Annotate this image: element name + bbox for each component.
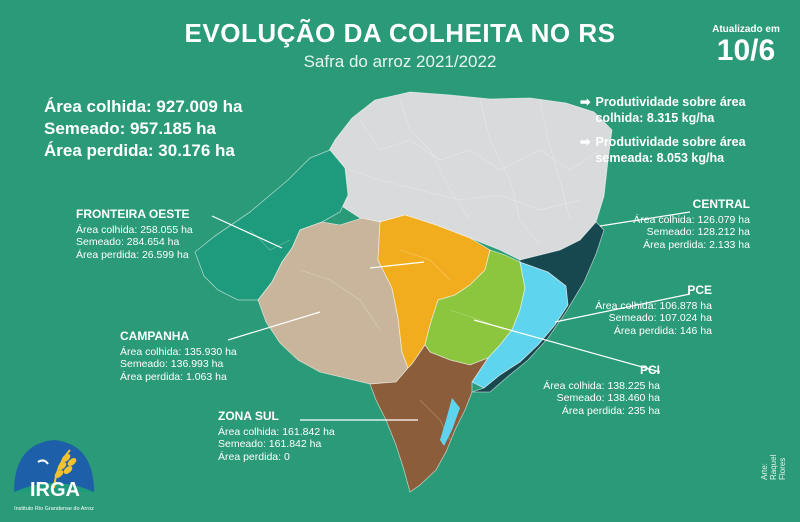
productivity-harvested-item: ➡ Produtividade sobre área colhida: 8.31… — [580, 94, 775, 126]
region-harvested: Área colhida: 161.842 ha — [218, 425, 335, 438]
updated-box: Atualizado em 10/6 — [706, 24, 786, 67]
lagoon — [440, 398, 460, 446]
leader-lines — [211, 211, 691, 421]
region-lost: Área perdida: 2.133 ha — [643, 238, 750, 251]
region-name: FRONTEIRA OESTE — [76, 207, 190, 221]
region-name: CENTRAL — [692, 197, 750, 211]
region-lost: Área perdida: 0 — [218, 450, 290, 463]
region-name: PCE — [687, 283, 712, 297]
total-sown: Semeado: 957.185 ha — [44, 119, 216, 138]
productivity-sown: Produtividade sobre área semeada: 8.053 … — [595, 135, 746, 165]
productivity-harvested: Produtividade sobre área colhida: 8.315 … — [595, 95, 746, 125]
region-lost: Área perdida: 26.599 ha — [76, 248, 189, 261]
region-label-zona-sul: ZONA SUL Área colhida: 161.842 ha Semead… — [218, 410, 335, 463]
region-sown: Semeado: 107.024 ha — [608, 312, 712, 324]
region-label-pce: PCE Área colhida: 106.878 ha Semeado: 10… — [570, 284, 712, 337]
logo-subtitle: Instituto Rio Grandense do Arroz — [14, 506, 94, 512]
map-region-litoral — [471, 221, 605, 393]
region-sown: Semeado: 138.460 ha — [556, 392, 660, 404]
region-name: ZONA SUL — [218, 409, 279, 423]
arrow-right-icon: ➡ — [580, 135, 591, 149]
region-name: CAMPANHA — [120, 329, 190, 343]
region-label-campanha: CAMPANHA Área colhida: 135.930 ha Semead… — [120, 330, 237, 383]
region-harvested: Área colhida: 138.225 ha — [543, 379, 660, 392]
region-label-central: CENTRAL Área colhida: 126.079 ha Semeado… — [600, 198, 750, 251]
productivity-sown-item: ➡ Produtividade sobre área semeada: 8.05… — [580, 134, 775, 166]
productivity-list: ➡ Produtividade sobre área colhida: 8.31… — [580, 94, 775, 174]
region-harvested: Área colhida: 258.055 ha — [76, 223, 193, 236]
region-sown: Semeado: 136.993 ha — [120, 358, 224, 370]
region-harvested: Área colhida: 106.878 ha — [595, 299, 712, 312]
total-harvested: Área colhida: 927.009 ha — [44, 97, 243, 116]
updated-date: 10/6 — [716, 34, 776, 67]
region-sown: Semeado: 284.654 ha — [76, 236, 180, 248]
page-subtitle: Safra do arroz 2021/2022 — [303, 52, 497, 71]
updated-label: Atualizado em — [712, 24, 780, 35]
region-lost: Área perdida: 1.063 ha — [120, 370, 227, 383]
page-title: EVOLUÇÃO DA COLHEITA NO RS — [184, 18, 616, 48]
credit: Arte: Raquel Flores — [760, 454, 787, 480]
rice-grain-logo-icon — [14, 440, 94, 492]
arrow-right-icon: ➡ — [580, 95, 591, 109]
region-name: PCI — [639, 363, 660, 377]
region-sown: Semeado: 161.842 ha — [218, 438, 322, 450]
region-lost: Área perdida: 235 ha — [561, 404, 660, 417]
logo-name: IRGA — [30, 479, 80, 501]
region-harvested: Área colhida: 135.930 ha — [120, 345, 237, 358]
region-harvested: Área colhida: 126.079 ha — [633, 213, 750, 226]
total-lost: Área perdida: 30.176 ha — [44, 141, 235, 160]
region-label-pci: PCI Área colhida: 138.225 ha Semeado: 13… — [516, 364, 660, 417]
map-region-zona-sul — [369, 344, 490, 493]
region-lost: Área perdida: 146 ha — [613, 324, 712, 337]
region-sown: Semeado: 128.212 ha — [646, 226, 750, 238]
region-label-fronteira-oeste: FRONTEIRA OESTE Área colhida: 258.055 ha… — [76, 208, 193, 261]
state-totals: Área colhida: 927.009 ha Semeado: 957.18… — [44, 96, 242, 162]
